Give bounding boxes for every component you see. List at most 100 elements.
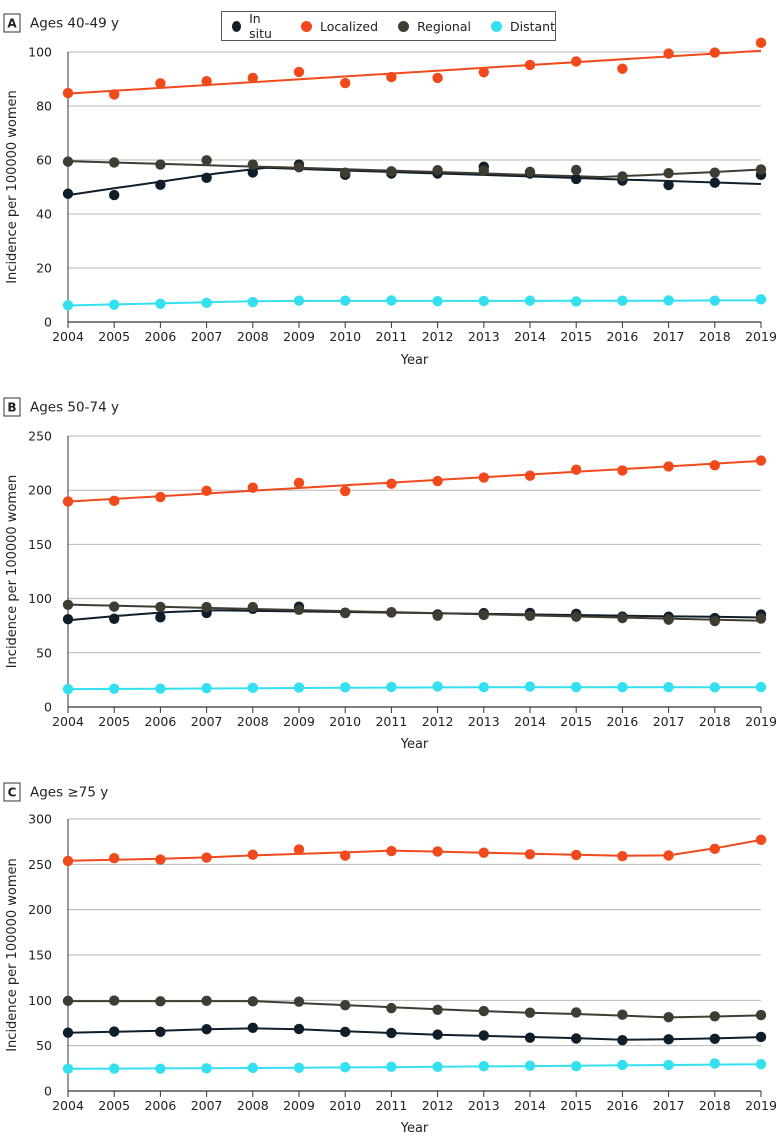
chart-panel-c: C Ages ≥75 y 0 50 100 150 200 250 300 2004 2005 200… bbox=[3, 782, 777, 1136]
data-point-b-localized-2007 bbox=[201, 485, 212, 497]
data-point-c-regional-2007 bbox=[201, 995, 212, 1006]
data-point-b-regional-2018 bbox=[709, 615, 720, 627]
x-tick-label-b-2017: 2017 bbox=[653, 714, 685, 729]
data-point-b-localized-2011 bbox=[386, 478, 397, 489]
panel-letter-b: B bbox=[7, 401, 16, 415]
data-point-c-regional-2006 bbox=[155, 996, 166, 1007]
data-point-b-regional-2008 bbox=[247, 601, 258, 613]
x-tick-label-c-2012: 2012 bbox=[422, 1098, 454, 1113]
data-point-a-regional-2015 bbox=[571, 164, 582, 176]
data-point-b-regional-2019 bbox=[755, 613, 767, 624]
data-point-b-in-situ-2006 bbox=[155, 612, 166, 623]
data-point-a-distant-2005 bbox=[109, 299, 120, 310]
data-point-a-in-situ-2007 bbox=[201, 172, 212, 184]
data-point-a-localized-2019 bbox=[755, 37, 767, 49]
x-tick-label-b-2013: 2013 bbox=[468, 714, 500, 729]
y-tick-label-c-250: 250 bbox=[28, 857, 52, 872]
legend-item-in-situ: In situ bbox=[232, 11, 281, 41]
data-point-b-distant-2005 bbox=[109, 683, 120, 694]
data-point-b-distant-2006 bbox=[155, 683, 166, 694]
data-point-a-in-situ-2004 bbox=[62, 188, 74, 199]
data-point-a-in-situ-2008 bbox=[247, 167, 258, 178]
x-tick-label-b-2011: 2011 bbox=[375, 714, 407, 729]
data-point-c-distant-2019 bbox=[755, 1058, 767, 1070]
data-point-b-regional-2014 bbox=[524, 610, 536, 622]
data-point-a-localized-2012 bbox=[432, 72, 443, 84]
legend-marker-regional bbox=[398, 20, 410, 32]
x-tick-label-c-2015: 2015 bbox=[560, 1098, 592, 1113]
data-point-a-distant-2012 bbox=[432, 296, 443, 307]
data-point-c-distant-2010 bbox=[340, 1062, 351, 1073]
data-point-c-regional-2005 bbox=[109, 995, 120, 1006]
data-point-c-in-situ-2006 bbox=[155, 1026, 166, 1038]
data-point-a-regional-2008 bbox=[247, 159, 258, 170]
data-point-b-distant-2013 bbox=[478, 681, 489, 693]
data-point-b-distant-2009 bbox=[293, 682, 305, 693]
legend-label-localized: Localized bbox=[320, 18, 379, 34]
x-tick-label-c-2011: 2011 bbox=[375, 1098, 407, 1113]
y-axis-label-b: Incidence per 100000 women bbox=[5, 475, 20, 669]
panel-badge-c bbox=[3, 782, 21, 802]
data-point-b-regional-2015 bbox=[571, 611, 582, 622]
data-point-c-distant-2013 bbox=[478, 1060, 489, 1072]
legend-item-regional: Regional bbox=[398, 19, 471, 34]
panel-badge-b bbox=[3, 397, 21, 417]
data-point-a-distant-2009 bbox=[293, 295, 305, 306]
data-point-a-distant-2006 bbox=[155, 298, 166, 309]
data-point-a-localized-2009 bbox=[293, 66, 305, 78]
data-point-c-in-situ-2005 bbox=[109, 1026, 120, 1037]
data-point-c-in-situ-2012 bbox=[432, 1029, 443, 1040]
data-point-c-in-situ-2019 bbox=[755, 1031, 767, 1043]
data-point-c-regional-2015 bbox=[571, 1007, 582, 1018]
x-tick-label-b-2012: 2012 bbox=[422, 714, 454, 729]
x-tick-label-a-2014: 2014 bbox=[514, 329, 546, 344]
panel-title-c: Ages ≥75 y bbox=[30, 785, 108, 801]
x-tick-label-c-2008: 2008 bbox=[237, 1098, 269, 1113]
data-point-a-localized-2018 bbox=[709, 47, 720, 58]
x-tick-label-b-2008: 2008 bbox=[237, 714, 269, 729]
data-point-c-localized-2008 bbox=[247, 849, 258, 860]
data-point-b-distant-2014 bbox=[524, 681, 536, 692]
data-point-a-distant-2004 bbox=[62, 300, 74, 311]
y-tick-label-c-300: 300 bbox=[28, 812, 52, 827]
chart-legend: In situ Localized Regional Distant bbox=[221, 11, 556, 41]
data-point-c-distant-2008 bbox=[247, 1062, 258, 1074]
data-point-c-localized-2005 bbox=[109, 852, 120, 864]
data-point-b-distant-2004 bbox=[62, 683, 74, 695]
data-point-c-localized-2018 bbox=[709, 843, 720, 855]
y-tick-label-a-80: 80 bbox=[36, 99, 52, 114]
x-tick-label-c-2016: 2016 bbox=[606, 1098, 638, 1113]
data-point-b-regional-2005 bbox=[109, 601, 120, 612]
panel-letter-a: A bbox=[7, 17, 17, 31]
legend-item-distant: Distant bbox=[491, 19, 555, 34]
data-point-c-distant-2011 bbox=[386, 1061, 397, 1072]
data-point-c-regional-2010 bbox=[340, 1000, 351, 1011]
data-point-c-localized-2009 bbox=[293, 844, 305, 855]
x-tick-label-b-2005: 2005 bbox=[98, 714, 130, 729]
data-point-c-regional-2009 bbox=[293, 996, 305, 1007]
x-tick-label-a-2007: 2007 bbox=[191, 329, 223, 344]
data-point-b-distant-2011 bbox=[386, 681, 397, 693]
x-tick-label-b-2019: 2019 bbox=[745, 714, 777, 729]
y-tick-label-b-100: 100 bbox=[28, 591, 52, 606]
data-point-b-distant-2015 bbox=[571, 681, 582, 693]
legend-label-distant: Distant bbox=[510, 18, 555, 34]
x-tick-label-c-2018: 2018 bbox=[699, 1098, 731, 1113]
data-point-a-regional-2018 bbox=[709, 167, 720, 178]
y-tick-label-b-250: 250 bbox=[28, 429, 52, 444]
data-point-a-distant-2019 bbox=[755, 294, 767, 305]
legend-item-localized: Localized bbox=[301, 19, 378, 34]
data-point-c-distant-2012 bbox=[432, 1061, 443, 1072]
trend-line-a-localized bbox=[67, 49, 762, 95]
data-point-c-in-situ-2008 bbox=[247, 1022, 258, 1034]
x-tick-label-b-2007: 2007 bbox=[191, 714, 223, 729]
data-point-b-localized-2006 bbox=[155, 491, 166, 503]
y-tick-label-a-100: 100 bbox=[28, 45, 52, 60]
data-point-a-regional-2016 bbox=[617, 171, 628, 182]
data-point-c-distant-2018 bbox=[709, 1058, 720, 1069]
data-point-a-regional-2014 bbox=[524, 166, 536, 178]
data-point-a-localized-2011 bbox=[386, 71, 397, 83]
data-point-a-localized-2005 bbox=[109, 89, 120, 100]
data-point-c-in-situ-2017 bbox=[663, 1034, 674, 1045]
